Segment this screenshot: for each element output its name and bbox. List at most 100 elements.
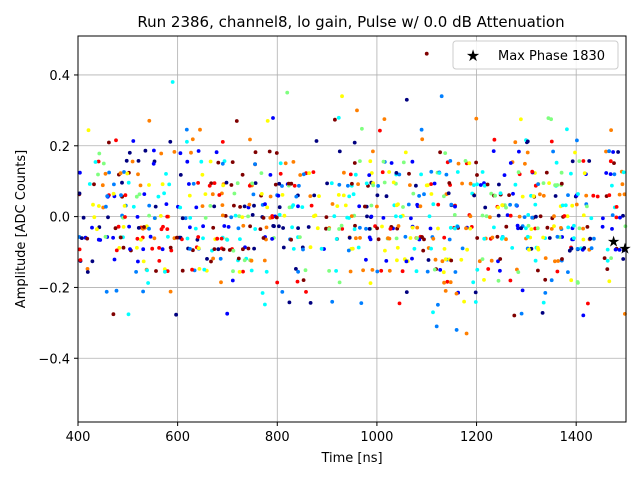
data-point xyxy=(180,216,185,221)
data-point xyxy=(352,161,357,165)
x-tick-label: 600 xyxy=(165,430,190,445)
data-point xyxy=(298,173,303,177)
data-point xyxy=(375,204,379,209)
data-point xyxy=(164,202,169,207)
data-point xyxy=(270,237,274,241)
data-point xyxy=(595,194,600,199)
data-point xyxy=(286,181,291,186)
data-point xyxy=(551,149,555,154)
data-point xyxy=(131,139,136,143)
data-point xyxy=(482,236,487,241)
data-point xyxy=(241,269,245,274)
data-point xyxy=(354,236,358,241)
data-point xyxy=(248,137,252,142)
data-point xyxy=(350,181,354,186)
x-tick-label: 400 xyxy=(66,430,91,445)
data-point xyxy=(455,170,460,174)
data-point xyxy=(178,151,183,156)
data-point xyxy=(530,215,535,220)
data-point xyxy=(468,214,473,219)
data-point xyxy=(229,215,234,220)
data-point xyxy=(534,214,538,219)
data-point xyxy=(325,181,329,186)
data-point xyxy=(246,205,251,210)
data-point xyxy=(160,247,165,252)
data-point xyxy=(348,172,353,177)
data-point xyxy=(547,181,551,186)
data-point xyxy=(276,193,281,198)
data-point xyxy=(311,170,316,175)
data-point xyxy=(348,269,353,274)
data-point xyxy=(306,225,311,229)
data-point xyxy=(420,235,424,240)
data-point xyxy=(159,227,164,232)
data-point xyxy=(287,205,292,210)
data-point xyxy=(246,246,251,251)
data-point xyxy=(438,150,442,155)
data-point xyxy=(553,194,558,198)
data-point xyxy=(357,204,362,209)
x-tick-label: 1200 xyxy=(460,430,493,445)
data-point xyxy=(263,302,267,307)
data-point xyxy=(347,216,351,220)
data-point xyxy=(605,247,610,252)
data-point xyxy=(576,192,580,196)
max-phase-star: ★ xyxy=(618,239,631,257)
data-point xyxy=(347,194,352,199)
data-point xyxy=(602,256,607,260)
data-point xyxy=(612,161,616,166)
data-point xyxy=(563,203,568,208)
data-point xyxy=(541,181,546,186)
data-point xyxy=(498,268,502,273)
data-point xyxy=(407,171,411,176)
data-point xyxy=(585,204,589,209)
data-point xyxy=(482,278,486,282)
data-point xyxy=(119,193,123,198)
data-point xyxy=(141,247,146,252)
data-point xyxy=(183,216,188,221)
data-point xyxy=(85,267,90,271)
data-point xyxy=(572,223,576,228)
data-point xyxy=(121,225,126,229)
data-point xyxy=(120,180,124,185)
data-point xyxy=(394,236,399,241)
data-point xyxy=(431,202,436,207)
data-point xyxy=(369,171,374,175)
data-point xyxy=(414,183,418,188)
data-point xyxy=(604,171,609,175)
data-point xyxy=(527,247,531,252)
data-point xyxy=(267,149,272,154)
data-point xyxy=(531,194,536,199)
data-point xyxy=(429,192,434,196)
data-point xyxy=(480,170,485,174)
data-point xyxy=(271,224,276,228)
data-point xyxy=(538,214,543,219)
data-point xyxy=(552,214,556,219)
data-point xyxy=(128,247,132,252)
data-point xyxy=(273,182,278,187)
data-point xyxy=(187,193,192,198)
data-point xyxy=(600,224,605,229)
data-point xyxy=(339,223,344,228)
data-point xyxy=(116,224,121,229)
data-point xyxy=(289,237,293,242)
data-point xyxy=(581,159,586,163)
data-point xyxy=(581,237,586,242)
data-point xyxy=(449,258,454,263)
data-point xyxy=(136,172,140,177)
data-point xyxy=(384,259,389,263)
data-point xyxy=(621,257,626,261)
data-point xyxy=(449,202,454,207)
data-point xyxy=(324,226,328,231)
data-point xyxy=(614,205,619,209)
data-point xyxy=(543,291,548,295)
data-point xyxy=(337,280,342,285)
data-point xyxy=(92,182,96,187)
data-point xyxy=(549,278,554,283)
data-point xyxy=(418,204,423,209)
data-point xyxy=(371,183,376,188)
data-point xyxy=(100,183,105,188)
data-point xyxy=(364,226,368,231)
data-point xyxy=(209,259,213,264)
data-point xyxy=(201,224,206,229)
